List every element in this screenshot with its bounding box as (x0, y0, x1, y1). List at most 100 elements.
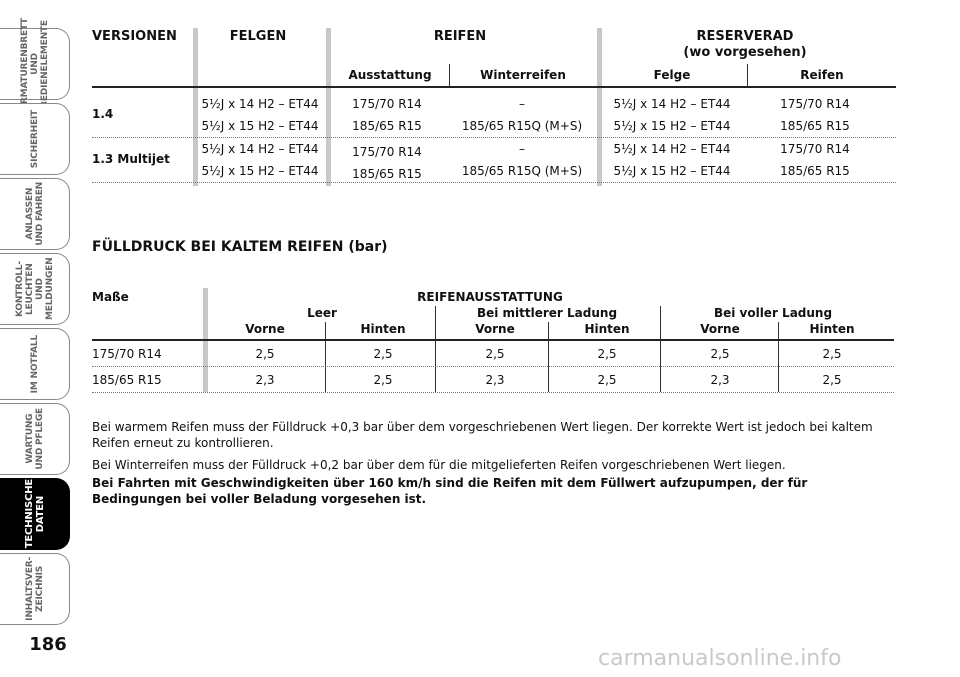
tab-line: IM NOTFALL (29, 334, 40, 394)
text: Felge (653, 68, 691, 82)
nav-tab: KONTROLL- LEUCHTEN UND MELDUNGEN (0, 253, 70, 325)
text: 2,3 (255, 373, 275, 387)
text: 2,5 (710, 347, 730, 361)
tab-line: DATEN (34, 495, 46, 533)
rule (325, 322, 326, 392)
nav-tab: ARMATURENBRETT UND BEDIENELEMENTE (0, 18, 70, 110)
tab-label: KONTROLL- LEUCHTEN UND MELDUNGEN (15, 254, 55, 324)
dotted-rule (92, 137, 896, 138)
text: 2,3 (710, 373, 730, 387)
nav-tab: TECHNISCHE DATEN (0, 478, 70, 550)
text: 175/70 R14 (352, 145, 422, 159)
text: Vorne (245, 322, 285, 336)
nav-tab: ANLASSEN UND FAHREN (0, 178, 70, 250)
column-bar (193, 28, 198, 186)
text: Leer (307, 306, 337, 320)
tab-line: WARTUNG (24, 414, 35, 464)
tab-line: MELDUNGEN (44, 257, 55, 321)
nav-tab: INHALTSVER- ZEICHNIS (0, 553, 70, 625)
tab-line: UND FAHREN (34, 182, 45, 246)
text: 185/65 R15 (352, 167, 422, 181)
tab-label: TECHNISCHE DATEN (24, 479, 46, 548)
tab-line: LEUCHTEN UND (24, 263, 45, 315)
text: 185/65 R15 (92, 373, 162, 387)
rule (660, 306, 661, 392)
dotted-rule (92, 366, 894, 367)
tab-line: TECHNISCHE (23, 479, 35, 549)
text: 185/65 R15 (780, 164, 850, 178)
dotted-rule (92, 182, 896, 183)
text: – (519, 142, 525, 156)
text: Hinten (360, 322, 406, 336)
text: 2,5 (597, 373, 617, 387)
column-bar (326, 28, 331, 186)
tab-line: SICHERHEIT (29, 109, 40, 169)
tab-line: ARMATURENBRETT (19, 17, 30, 111)
text: 5½J x 15 H2 – ET44 (613, 119, 731, 133)
text: 185/65 R15 (780, 119, 850, 133)
text: Maße (92, 290, 129, 304)
text: Vorne (475, 322, 515, 336)
text: 5½J x 14 H2 – ET44 (201, 142, 319, 156)
nav-tab: WARTUNG UND PFLEGE (0, 403, 70, 475)
text: 2,5 (373, 373, 393, 387)
text: Hinten (809, 322, 855, 336)
text: 185/65 R15Q (M+S) (461, 164, 583, 178)
rule (747, 64, 748, 88)
text: REIFEN (433, 29, 487, 44)
text: Bei voller Ladung (713, 306, 833, 320)
text: Hinten (584, 322, 630, 336)
header-rule (92, 86, 896, 88)
text: 1.4 (92, 107, 114, 121)
text: 5½J x 15 H2 – ET44 (201, 119, 319, 133)
paragraph: Bei Winterreifen muss der Fülldruck +0,2… (92, 458, 786, 472)
text: 2,5 (485, 347, 505, 361)
page-number: 186 (29, 634, 67, 655)
text: REIFENAUSSTATTUNG (417, 290, 563, 304)
section-heading: FÜLLDRUCK BEI KALTEM REIFEN (bar) (92, 239, 388, 255)
text: 5½J x 14 H2 – ET44 (613, 142, 731, 156)
text: Ausstattung (348, 68, 432, 82)
text: 175/70 R14 (780, 97, 850, 111)
tab-line: BEDIENELEMENTE (39, 20, 50, 108)
tab-label: SICHERHEIT (30, 110, 40, 168)
text: 175/70 R14 (780, 142, 850, 156)
tab-label: INHALTSVER- ZEICHNIS (25, 557, 45, 621)
tab-line: ANLASSEN (24, 188, 35, 240)
rule (435, 306, 436, 392)
tab-line: KONTROLL- (14, 261, 25, 317)
tab-label: ANLASSEN UND FAHREN (25, 182, 45, 246)
tab-line: INHALTSVER- (24, 557, 35, 621)
text: 175/70 R14 (92, 347, 162, 361)
text: 2,5 (373, 347, 393, 361)
text: 175/70 R14 (352, 97, 422, 111)
dotted-rule (92, 392, 894, 393)
text: Bei mittlerer Ladung (476, 306, 618, 320)
text: Winterreifen (480, 68, 566, 82)
paragraph: Bei warmem Reifen muss der Fülldruck +0,… (92, 420, 873, 450)
text: 185/65 R15 (352, 119, 422, 133)
tab-label: IM NOTFALL (30, 335, 40, 393)
tab-line: UND PFLEGE (34, 408, 45, 470)
text: 2,3 (485, 373, 505, 387)
text: 5½J x 15 H2 – ET44 (613, 164, 731, 178)
rule (548, 322, 549, 392)
column-bar (597, 28, 602, 186)
text: (wo vorgesehen) (683, 45, 807, 60)
nav-tab: SICHERHEIT (0, 103, 70, 175)
text: 2,5 (597, 347, 617, 361)
text: RESERVERAD (696, 29, 794, 44)
tab-line: ZEICHNIS (34, 566, 45, 612)
rule (778, 322, 779, 392)
text: 2,5 (822, 373, 842, 387)
text: Vorne (700, 322, 740, 336)
text: Reifen (800, 68, 844, 82)
text: 5½J x 14 H2 – ET44 (613, 97, 731, 111)
rule (449, 64, 450, 88)
text: 1.3 Multijet (92, 152, 170, 166)
watermark: carmanualsonline.info (598, 646, 842, 671)
header-rule (92, 339, 894, 341)
text: FELGEN (229, 29, 287, 44)
nav-tab: IM NOTFALL (0, 328, 70, 400)
